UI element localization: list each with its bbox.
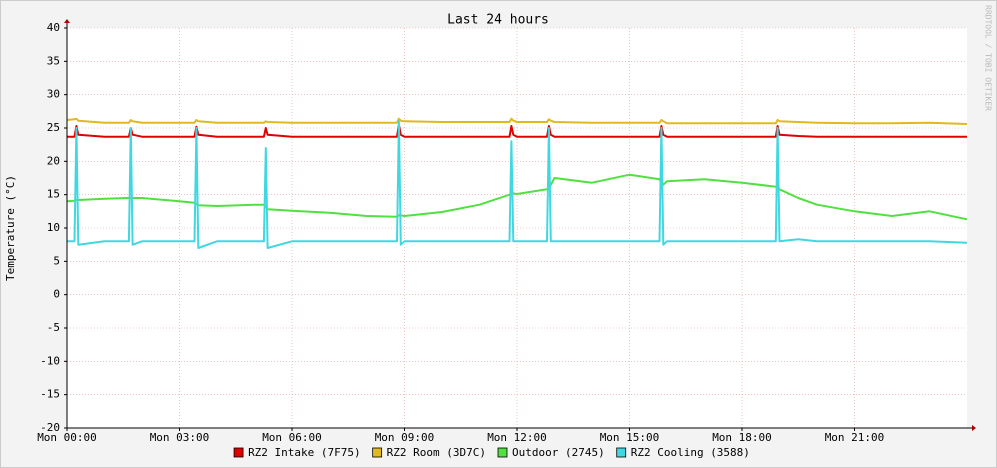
y-tick-label: 5 xyxy=(53,254,60,267)
legend-swatch xyxy=(233,447,244,458)
x-tick-label: Mon 21:00 xyxy=(825,431,885,444)
x-tick-label: Mon 12:00 xyxy=(487,431,547,444)
y-tick-label: 15 xyxy=(47,188,60,201)
y-tick-label: -20 xyxy=(40,421,60,434)
y-tick-label: 10 xyxy=(47,221,60,234)
legend-item: Outdoor (2745) xyxy=(497,446,605,459)
lines xyxy=(66,117,968,249)
legend-swatch xyxy=(616,447,627,458)
watermark: RRDTOOL / TOBI OETIKER xyxy=(984,5,993,111)
legend: RZ2 Intake (7F75) RZ2 Room (3D7C) Outdoor … xyxy=(233,446,750,459)
y-tick-label: -10 xyxy=(40,354,60,367)
legend-label: RZ2 Intake (7F75) xyxy=(248,446,361,459)
y-tick-label: 30 xyxy=(47,88,60,101)
legend-label: RZ2 Room (3D7C) xyxy=(387,446,486,459)
x-arrow xyxy=(972,425,976,431)
x-tick-label: Mon 15:00 xyxy=(600,431,660,444)
x-tick-label: Mon 18:00 xyxy=(712,431,772,444)
legend-item: RZ2 Intake (7F75) xyxy=(233,446,361,459)
series-line xyxy=(67,123,967,138)
legend-swatch xyxy=(372,447,383,458)
x-tick-label: Mon 06:00 xyxy=(262,431,322,444)
legend-swatch xyxy=(497,447,508,458)
series-line xyxy=(67,120,968,249)
chart-title: Last 24 hours xyxy=(447,13,549,28)
y-tick-label: -15 xyxy=(40,388,60,401)
series-line xyxy=(66,173,968,221)
y-tick-label: 35 xyxy=(47,54,60,67)
y-tick-label: 20 xyxy=(47,154,60,167)
x-tick-label: Mon 00:00 xyxy=(37,431,97,444)
legend-label: Outdoor (2745) xyxy=(512,446,605,459)
y-tick-label: -5 xyxy=(47,321,60,334)
series-line xyxy=(66,117,968,125)
y-axis-label: Temperature (°C) xyxy=(4,175,17,281)
legend-item: RZ2 Cooling (3588) xyxy=(616,446,750,459)
legend-label: RZ2 Cooling (3588) xyxy=(631,446,750,459)
x-tick-label: Mon 03:00 xyxy=(150,431,210,444)
x-tick-label: Mon 09:00 xyxy=(375,431,435,444)
legend-item: RZ2 Room (3D7C) xyxy=(372,446,486,459)
y-tick-label: 25 xyxy=(47,121,60,134)
y-tick-label: 0 xyxy=(53,288,60,301)
y-tick-label: 40 xyxy=(47,21,60,34)
y-arrow xyxy=(64,19,70,23)
